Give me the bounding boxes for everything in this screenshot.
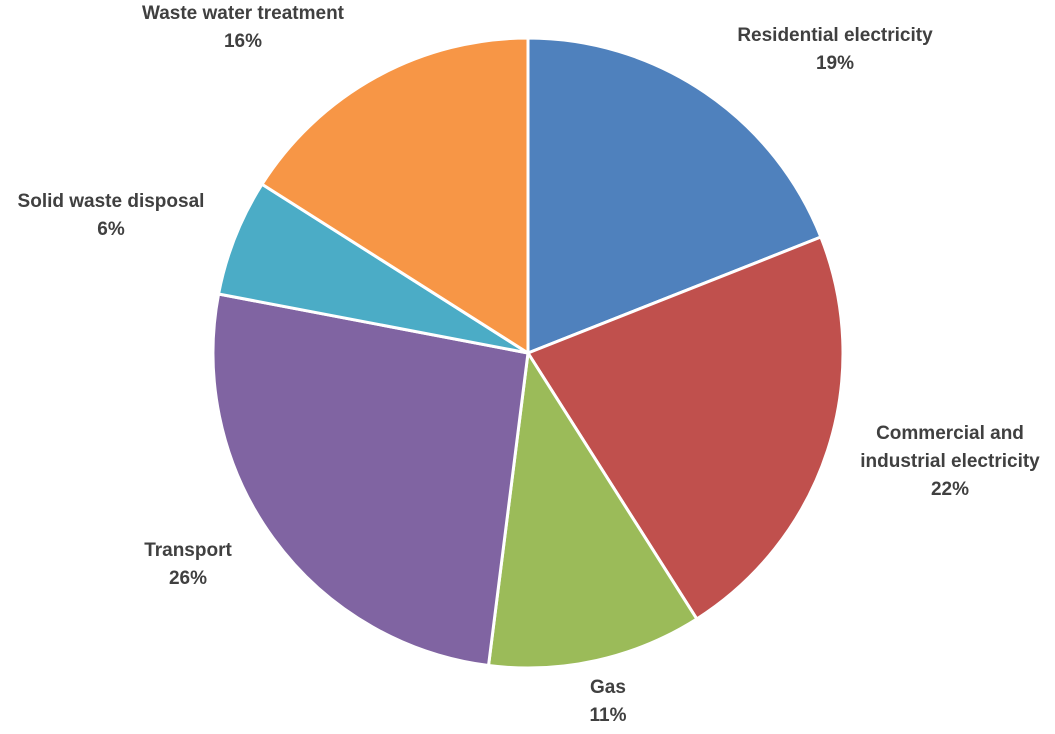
slice-category-label: Residential electricity	[737, 25, 933, 46]
pie-slice	[526, 235, 845, 621]
pie-labels: Residential electricity 19% Commercial and…	[18, 3, 1041, 726]
slice-category-label: Commercial and	[876, 423, 1024, 444]
slice-category-label: Waste water treatment	[142, 3, 345, 24]
slice-value-label: 6%	[97, 219, 125, 240]
pie-slice	[211, 292, 530, 668]
slice-value-label: 22%	[931, 479, 969, 500]
slice-category-label: Solid waste disposal	[18, 191, 205, 212]
slice-value-label: 16%	[224, 31, 262, 52]
slice-category-label: industrial electricity	[860, 451, 1040, 472]
pie-slices	[211, 36, 845, 670]
slice-category-label: Transport	[144, 540, 232, 561]
pie-slice	[526, 36, 823, 355]
pie-slice	[487, 351, 699, 670]
pie-slice	[217, 182, 530, 355]
slice-value-label: 19%	[816, 53, 854, 74]
slice-value-label: 11%	[590, 705, 627, 726]
slice-value-label: 26%	[169, 568, 207, 589]
slice-category-label: Gas	[590, 677, 626, 698]
pie-slice	[260, 36, 530, 355]
